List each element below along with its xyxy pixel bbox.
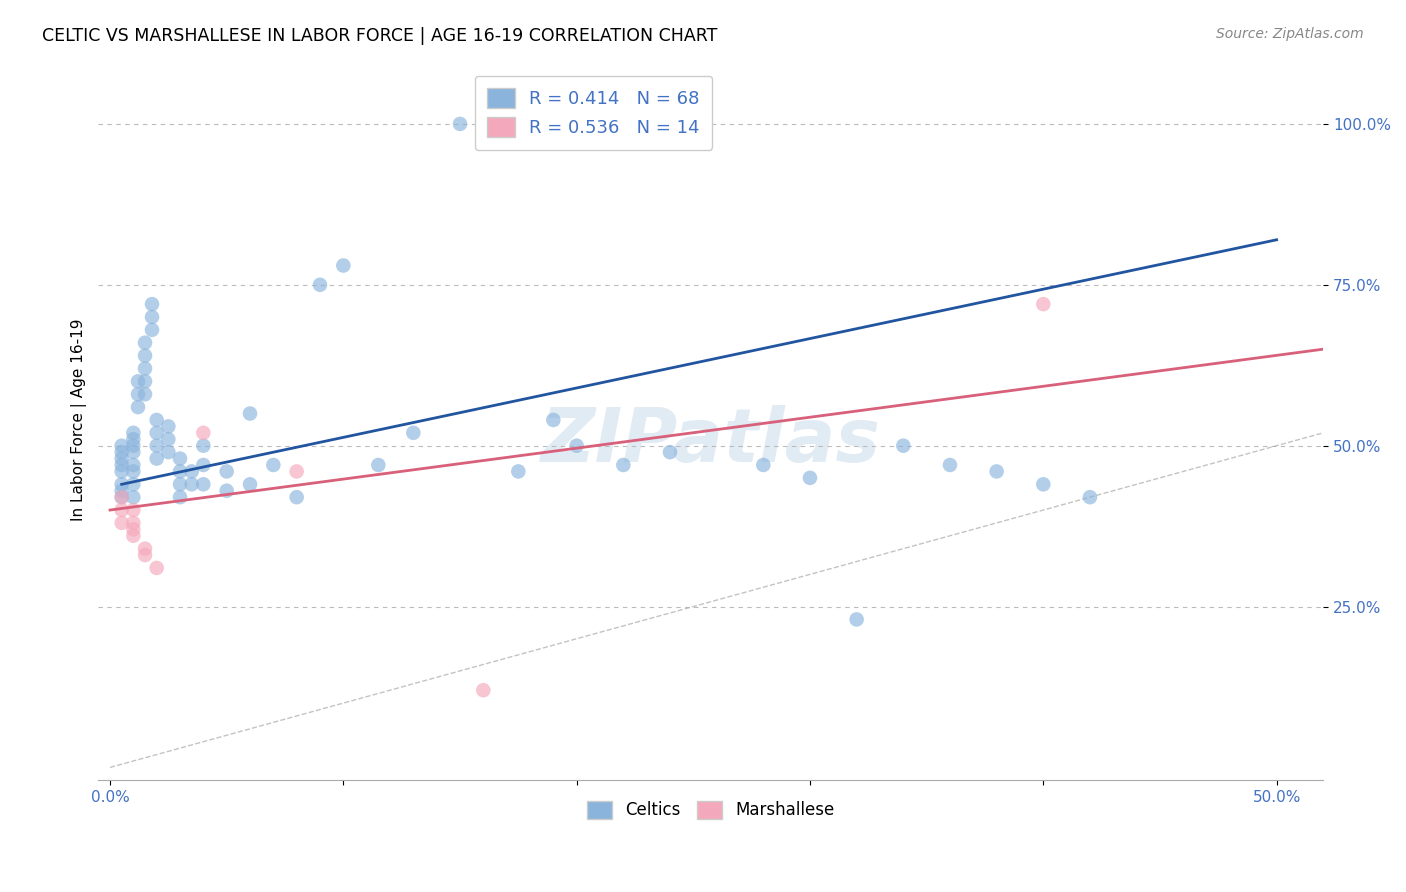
Point bbox=[111, 439, 134, 453]
Point bbox=[145, 413, 167, 427]
Point bbox=[565, 439, 588, 453]
Point bbox=[111, 483, 134, 498]
Point bbox=[134, 541, 156, 556]
Point bbox=[180, 465, 202, 479]
Point bbox=[891, 439, 914, 453]
Point bbox=[122, 516, 145, 530]
Point bbox=[472, 129, 495, 144]
Text: CELTIC VS MARSHALLESE IN LABOR FORCE | AGE 16-19 CORRELATION CHART: CELTIC VS MARSHALLESE IN LABOR FORCE | A… bbox=[42, 27, 717, 45]
Point bbox=[285, 490, 308, 504]
Point bbox=[215, 465, 238, 479]
Point bbox=[122, 425, 145, 440]
Point bbox=[367, 458, 389, 472]
Point bbox=[122, 522, 145, 536]
Point bbox=[122, 490, 145, 504]
Point bbox=[111, 451, 134, 466]
Point bbox=[799, 471, 821, 485]
Point bbox=[193, 458, 215, 472]
Point bbox=[193, 477, 215, 491]
Y-axis label: In Labor Force | Age 16-19: In Labor Force | Age 16-19 bbox=[72, 318, 87, 521]
Point bbox=[472, 683, 495, 698]
Point bbox=[157, 445, 180, 459]
Point bbox=[169, 451, 191, 466]
Point bbox=[111, 445, 134, 459]
Point bbox=[1032, 297, 1054, 311]
Text: Source: ZipAtlas.com: Source: ZipAtlas.com bbox=[1216, 27, 1364, 41]
Point bbox=[141, 297, 163, 311]
Point bbox=[449, 117, 471, 131]
Point bbox=[612, 458, 634, 472]
Point bbox=[193, 439, 215, 453]
Point bbox=[939, 458, 962, 472]
Point bbox=[122, 529, 145, 543]
Point bbox=[134, 335, 156, 350]
Point bbox=[309, 277, 332, 292]
Point bbox=[845, 612, 868, 626]
Point bbox=[111, 477, 134, 491]
Point bbox=[111, 490, 134, 504]
Point bbox=[111, 503, 134, 517]
Point bbox=[157, 419, 180, 434]
Point bbox=[122, 477, 145, 491]
Point bbox=[145, 561, 167, 575]
Point bbox=[134, 361, 156, 376]
Point bbox=[169, 477, 191, 491]
Point bbox=[111, 458, 134, 472]
Point bbox=[986, 465, 1008, 479]
Point bbox=[215, 483, 238, 498]
Point bbox=[145, 439, 167, 453]
Point bbox=[141, 310, 163, 324]
Point bbox=[169, 465, 191, 479]
Point bbox=[508, 465, 530, 479]
Point bbox=[285, 465, 308, 479]
Point bbox=[180, 477, 202, 491]
Point bbox=[332, 259, 354, 273]
Point bbox=[157, 432, 180, 446]
Text: ZIPatlas: ZIPatlas bbox=[541, 405, 880, 478]
Point bbox=[141, 323, 163, 337]
Legend: Celtics, Marshallese: Celtics, Marshallese bbox=[581, 794, 841, 826]
Point bbox=[134, 387, 156, 401]
Point bbox=[193, 425, 215, 440]
Point bbox=[111, 516, 134, 530]
Point bbox=[1078, 490, 1101, 504]
Point bbox=[111, 490, 134, 504]
Point bbox=[134, 375, 156, 389]
Point bbox=[134, 349, 156, 363]
Point bbox=[262, 458, 284, 472]
Point bbox=[543, 413, 565, 427]
Point bbox=[127, 387, 149, 401]
Point bbox=[239, 407, 262, 421]
Point bbox=[122, 445, 145, 459]
Point bbox=[122, 439, 145, 453]
Point bbox=[122, 432, 145, 446]
Point bbox=[122, 503, 145, 517]
Point bbox=[122, 465, 145, 479]
Point bbox=[122, 458, 145, 472]
Point bbox=[169, 490, 191, 504]
Point bbox=[134, 548, 156, 562]
Point bbox=[127, 400, 149, 414]
Point bbox=[659, 445, 682, 459]
Point bbox=[752, 458, 775, 472]
Point bbox=[239, 477, 262, 491]
Point bbox=[127, 375, 149, 389]
Point bbox=[1032, 477, 1054, 491]
Point bbox=[145, 451, 167, 466]
Point bbox=[402, 425, 425, 440]
Point bbox=[145, 425, 167, 440]
Point bbox=[111, 465, 134, 479]
